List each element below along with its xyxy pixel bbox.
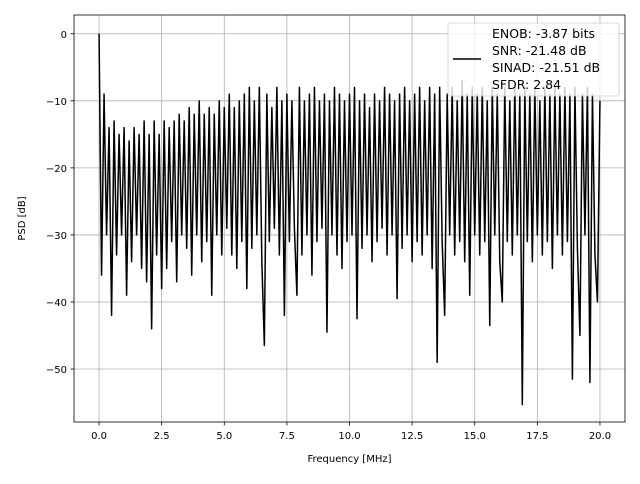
x-axis-label: Frequency [MHz] (307, 454, 391, 465)
y-tick-label: −40 (46, 298, 67, 309)
series-layer (98, 33, 601, 406)
legend-snr: SNR: -21.48 dB (492, 43, 587, 58)
x-tick-label: 2.5 (154, 431, 170, 442)
x-tick-label: 20.0 (589, 431, 611, 442)
legend: ENOB: -3.87 bits SNR: -21.48 dB SINAD: -… (447, 22, 620, 97)
x-tick-label: 12.5 (401, 431, 423, 442)
x-tick-label: 17.5 (526, 431, 548, 442)
y-tick-label: −50 (46, 365, 67, 376)
legend-box (447, 22, 620, 97)
x-tick-label: 5.0 (216, 431, 232, 442)
x-axis: 0.0 2.5 5.0 7.5 10.0 12.5 15.0 17.5 20.0 (91, 422, 611, 442)
y-tick-label: −30 (46, 231, 67, 242)
x-tick-label: 15.0 (464, 431, 486, 442)
y-tick-label: −20 (46, 164, 67, 175)
y-tick-label: −10 (46, 97, 67, 108)
y-tick-label: 0 (61, 30, 67, 41)
legend-enob: ENOB: -3.87 bits (492, 26, 595, 41)
y-axis: 0 −10 −20 −30 −40 −50 (46, 30, 74, 376)
x-tick-label: 0.0 (91, 431, 107, 442)
x-tick-label: 10.0 (338, 431, 360, 442)
legend-sinad: SINAD: -21.51 dB (492, 60, 600, 75)
y-axis-label: PSD [dB] (17, 196, 28, 240)
psd-line (98, 33, 601, 406)
legend-sfdr: SFDR: 2.84 (492, 77, 561, 92)
x-tick-label: 7.5 (279, 431, 295, 442)
